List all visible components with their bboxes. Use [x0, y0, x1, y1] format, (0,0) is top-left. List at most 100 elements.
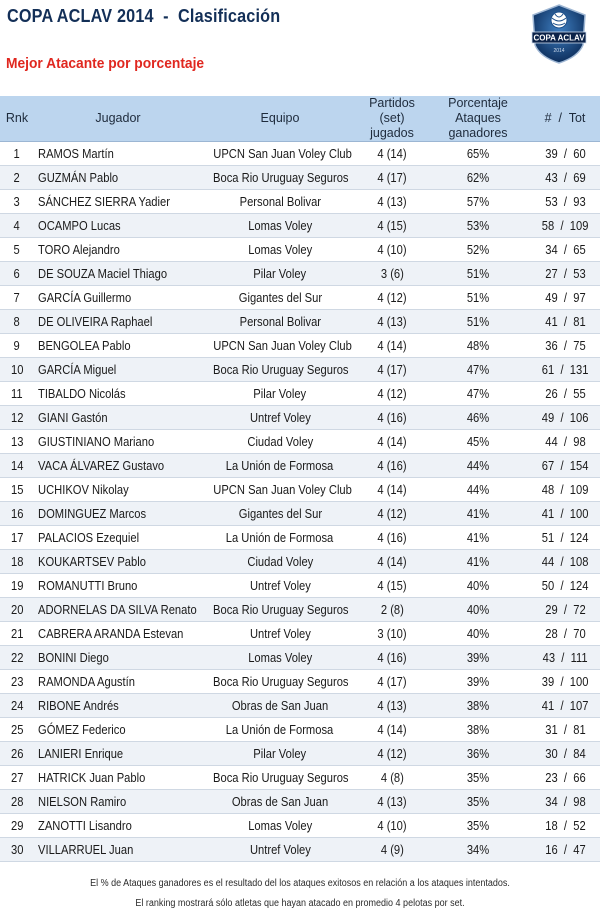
cell-played: 4 (17): [358, 165, 426, 190]
cell-played: 4 (14): [358, 717, 426, 742]
cell-player-text: LANIERI Enrique: [38, 746, 124, 761]
cell-tot: 39 / 60: [530, 141, 600, 166]
cell-team: Boca Rio Uruguay Seguros: [202, 669, 358, 694]
cell-rank: 14: [0, 453, 34, 478]
cell-player-text: OCAMPO Lucas: [38, 218, 121, 233]
cell-player: NIELSON Ramiro: [34, 789, 202, 814]
footnotes: El % de Ataques ganadores es el resultad…: [0, 874, 600, 914]
cell-played: 4 (12): [358, 381, 426, 406]
cell-played: 3 (6): [358, 261, 426, 286]
table-row: 7 GARCÍA Guillermo Gigantes del Sur 4 (12) 5…: [0, 285, 600, 310]
cell-played: 4 (17): [358, 669, 426, 694]
table-row: 2 GUZMÁN Pablo Boca Rio Uruguay Seguros 4 (…: [0, 165, 600, 190]
cell-pct: 35%: [426, 765, 530, 790]
cell-rank: 10: [0, 357, 34, 382]
cell-pct-text: 51%: [466, 266, 490, 281]
cell-player: GARCÍA Guillermo: [34, 285, 202, 310]
col-header-pct: Porcentaje Ataques ganadores: [426, 96, 530, 142]
cell-rank: 9: [0, 333, 34, 358]
cell-pct-text: 57%: [466, 194, 490, 209]
cell-pct-text: 53%: [466, 218, 490, 233]
cell-tot-text: 48 / 109: [541, 482, 589, 497]
cell-team-text: Personal Bolivar: [239, 194, 321, 209]
cell-player: VACA ÁLVAREZ Gustavo: [34, 453, 202, 478]
cell-player: KOUKARTSEV Pablo: [34, 549, 202, 574]
cell-tot-text: 27 / 53: [544, 266, 586, 281]
cell-player-text: TIBALDO Nicolás: [38, 386, 126, 401]
cell-tot-text: 61 / 131: [541, 362, 589, 377]
cell-rank: 18: [0, 549, 34, 574]
cell-pct: 51%: [426, 285, 530, 310]
cell-tot: 18 / 52: [530, 813, 600, 838]
cell-player: TIBALDO Nicolás: [34, 381, 202, 406]
cell-rank-text: 27: [10, 770, 24, 785]
cell-team-text: La Unión de Formosa: [226, 722, 334, 737]
cell-rank: 12: [0, 405, 34, 430]
cell-played: 2 (8): [358, 597, 426, 622]
cell-player: GUZMÁN Pablo: [34, 165, 202, 190]
cell-rank-text: 15: [10, 482, 24, 497]
cell-played-text: 4 (10): [377, 818, 407, 833]
cell-pct-text: 39%: [466, 674, 490, 689]
cell-team-text: Gigantes del Sur: [238, 290, 322, 305]
table-row: 24 RIBONE Andrés Obras de San Juan 4 (13) 38…: [0, 693, 600, 718]
cell-team-text: UPCN San Juan Voley Club: [213, 482, 352, 497]
cell-pct-text: 52%: [466, 242, 490, 257]
cell-tot: 41 / 81: [530, 309, 600, 334]
cell-pct-text: 48%: [466, 338, 490, 353]
cell-tot-text: 67 / 154: [541, 458, 589, 473]
cell-played-text: 4 (8): [380, 770, 404, 785]
col-header-matches-line2: (set) jugados: [370, 111, 414, 140]
cell-pct: 35%: [426, 789, 530, 814]
table-row: 6 DE SOUZA Maciel Thiago Pilar Voley 3 (6) 5…: [0, 261, 600, 286]
cell-pct: 47%: [426, 381, 530, 406]
cell-rank: 25: [0, 717, 34, 742]
cell-tot: 39 / 100: [530, 669, 600, 694]
cell-rank: 20: [0, 597, 34, 622]
cell-pct: 36%: [426, 741, 530, 766]
cell-played: 4 (13): [358, 189, 426, 214]
cell-tot-text: 36 / 75: [544, 338, 586, 353]
cell-rank-text: 6: [13, 266, 21, 281]
cell-player-text: KOUKARTSEV Pablo: [38, 554, 146, 569]
cell-played: 4 (13): [358, 789, 426, 814]
cell-player-text: DE OLIVEIRA Raphael: [38, 314, 153, 329]
cell-played: 4 (9): [358, 837, 426, 862]
cell-rank-text: 20: [10, 602, 24, 617]
cell-played: 4 (15): [358, 573, 426, 598]
col-header-team: Equipo: [202, 96, 358, 142]
cell-rank-text: 14: [10, 458, 24, 473]
cell-player: ROMANUTTI Bruno: [34, 573, 202, 598]
cell-team: Lomas Voley: [202, 213, 358, 238]
cell-rank: 3: [0, 189, 34, 214]
cell-played-text: 4 (14): [377, 554, 407, 569]
cell-played-text: 4 (15): [377, 578, 407, 593]
cell-team-text: Pilar Voley: [253, 266, 307, 281]
cell-team-text: Personal Bolivar: [239, 314, 321, 329]
page-header: COPA ACLAV 2014 - Clasificación Mejor At…: [0, 0, 600, 92]
table-row: 18 KOUKARTSEV Pablo Ciudad Voley 4 (14) 41% 4…: [0, 549, 600, 574]
cell-pct-text: 39%: [466, 650, 490, 665]
cell-tot-text: 30 / 84: [544, 746, 586, 761]
cell-rank-text: 28: [10, 794, 24, 809]
cell-team: Personal Bolivar: [202, 309, 358, 334]
cell-rank: 22: [0, 645, 34, 670]
cell-tot-text: 39 / 100: [541, 674, 589, 689]
cell-team-text: Obras de San Juan: [231, 698, 329, 713]
cell-player-text: GARCÍA Guillermo: [38, 290, 132, 305]
cell-played: 4 (12): [358, 501, 426, 526]
cell-team: La Unión de Formosa: [202, 525, 358, 550]
cell-rank: 28: [0, 789, 34, 814]
cell-rank-text: 11: [11, 386, 23, 401]
cell-rank-text: 22: [10, 650, 24, 665]
cell-rank: 23: [0, 669, 34, 694]
cell-player: SÁNCHEZ SIERRA Yadier: [34, 189, 202, 214]
cell-pct: 34%: [426, 837, 530, 862]
cell-pct: 39%: [426, 645, 530, 670]
cell-played: 4 (12): [358, 741, 426, 766]
cell-tot: 58 / 109: [530, 213, 600, 238]
cell-player: DE SOUZA Maciel Thiago: [34, 261, 202, 286]
cell-team-text: Gigantes del Sur: [238, 506, 322, 521]
cell-pct-text: 47%: [466, 362, 490, 377]
cell-team-text: Pilar Voley: [253, 746, 307, 761]
